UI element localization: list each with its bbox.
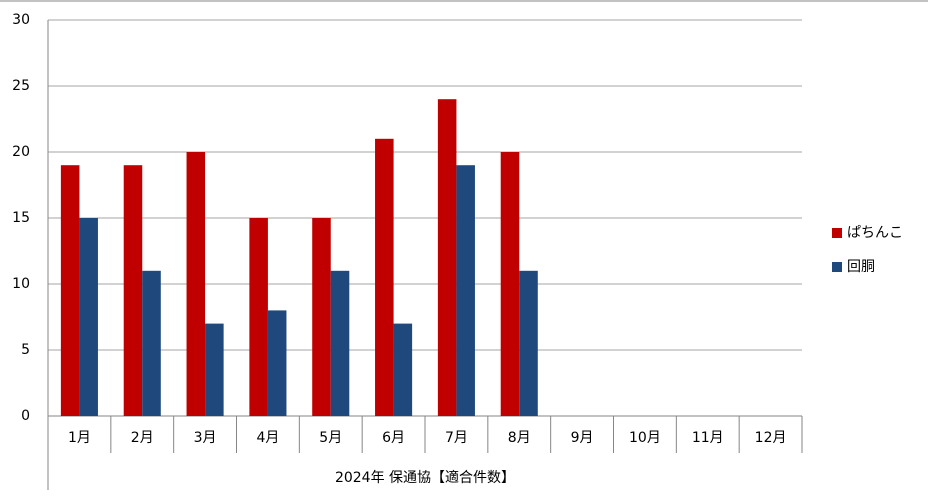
x-tick-label: 5月 — [319, 430, 342, 446]
category-group-label: 2024年 保通協【適合件数】 — [335, 469, 515, 486]
bar — [312, 218, 331, 416]
bar — [186, 152, 206, 416]
bar — [142, 270, 161, 416]
x-tick-label: 12月 — [755, 430, 787, 446]
y-tick-label: 0 — [21, 408, 30, 424]
bar — [205, 323, 224, 416]
x-tick-label: 3月 — [194, 430, 217, 446]
x-tick-label: 8月 — [508, 430, 531, 446]
x-tick-label: 10月 — [629, 430, 661, 446]
bar — [79, 218, 98, 416]
y-tick-label: 5 — [21, 342, 30, 358]
x-tick-label: 9月 — [571, 430, 594, 446]
bar — [60, 165, 80, 416]
x-tick-label: 1月 — [68, 430, 91, 446]
x-tick-label: 4月 — [256, 430, 279, 446]
bar — [393, 323, 413, 416]
bar — [519, 270, 538, 416]
bar — [456, 165, 475, 416]
x-tick-label: 6月 — [382, 430, 405, 446]
y-tick-label: 10 — [12, 276, 30, 292]
bar — [500, 152, 520, 416]
bar — [375, 138, 394, 417]
x-tick-label: 2月 — [131, 430, 154, 446]
x-tick-label: 11月 — [692, 430, 724, 446]
x-tick-label: 7月 — [445, 430, 468, 446]
y-tick-label: 15 — [12, 210, 30, 226]
bar — [437, 99, 457, 416]
bar — [123, 165, 143, 416]
legend-label: 回胴 — [847, 259, 875, 275]
bar — [267, 310, 287, 416]
y-tick-label: 25 — [12, 78, 30, 94]
bar — [330, 270, 350, 416]
legend-swatch — [832, 228, 842, 238]
y-tick-label: 30 — [12, 12, 30, 28]
bar — [249, 218, 268, 416]
legend-swatch — [832, 262, 842, 272]
y-tick-label: 20 — [12, 144, 30, 160]
legend-label: ぱちんこ — [847, 225, 903, 241]
